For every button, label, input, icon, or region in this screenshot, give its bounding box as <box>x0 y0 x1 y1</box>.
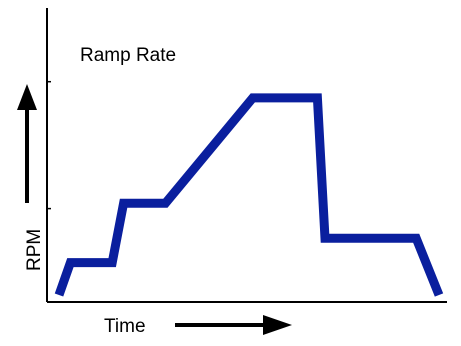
axes <box>46 8 447 303</box>
x-arrow-head <box>263 315 292 335</box>
series-line-0 <box>54 93 444 297</box>
series-layer <box>54 93 444 297</box>
y-ticks <box>47 80 51 210</box>
x-axis-label: Time <box>104 316 146 337</box>
y-arrow-head <box>17 84 37 110</box>
y-axis-label-group: RPM <box>17 84 45 271</box>
x-axis-label-group: Time <box>104 315 292 337</box>
chart-title: Ramp Rate <box>80 45 176 66</box>
y-axis-label: RPM <box>24 229 45 271</box>
